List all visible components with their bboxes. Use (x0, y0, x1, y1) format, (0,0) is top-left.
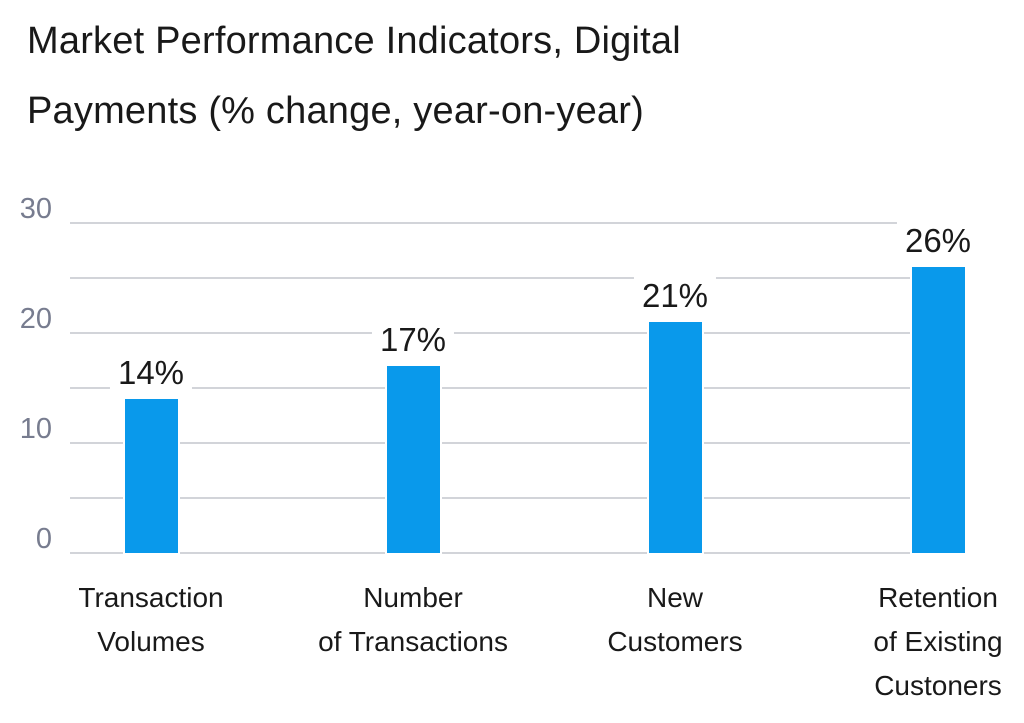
bar-value-label-1: 17% (371, 320, 455, 360)
gridline-10 (70, 442, 963, 444)
chart-title: Market Performance Indicators, Digital P… (27, 6, 927, 146)
x-axis-label-0-line-0: Transaction (78, 582, 224, 613)
gridline-0 (70, 552, 963, 554)
x-axis-label-1-line-1: of Transactions (318, 626, 508, 657)
bar-value-label-2: 21% (633, 276, 717, 316)
y-tick-label-30: 30 (19, 193, 52, 225)
gridline-20 (70, 332, 963, 334)
gridline-25 (70, 277, 963, 279)
chart-title-line-2: Payments (% change, year-on-year) (27, 90, 644, 132)
x-axis-label-2: New Customers (535, 576, 815, 664)
bar-3 (912, 267, 965, 553)
x-axis-label-3-line-0: Retention (878, 582, 998, 613)
chart-title-line-1: Market Performance Indicators, Digital (27, 20, 681, 62)
y-tick-label-0: 0 (35, 523, 52, 555)
x-axis-label-2-line-1: Customers (607, 626, 743, 657)
bar-1 (387, 366, 440, 553)
x-axis-label-3: Retention of Existing Custoners (798, 576, 1024, 708)
gridline-5 (70, 497, 963, 499)
y-tick-label-20: 20 (19, 303, 52, 335)
x-axis-label-1-line-0: Number (363, 582, 463, 613)
bar-value-label-3: 26% (896, 221, 980, 261)
bar-2 (649, 322, 702, 553)
y-tick-label-10: 10 (19, 413, 52, 445)
x-axis-label-3-line-1: of Existing (873, 626, 1003, 657)
bar-value-label-0: 14% (109, 353, 193, 393)
x-axis-label-3-line-2: Custoners (874, 670, 1002, 701)
x-axis-label-0: Transaction Volumes (11, 576, 291, 664)
bar-0 (125, 399, 178, 553)
x-axis-label-2-line-0: New (646, 582, 703, 613)
x-axis-label-1: Number of Transactions (273, 576, 553, 664)
gridline-15 (70, 387, 963, 389)
x-axis-label-0-line-1: Volumes (97, 626, 205, 657)
gridline-30 (70, 222, 963, 224)
